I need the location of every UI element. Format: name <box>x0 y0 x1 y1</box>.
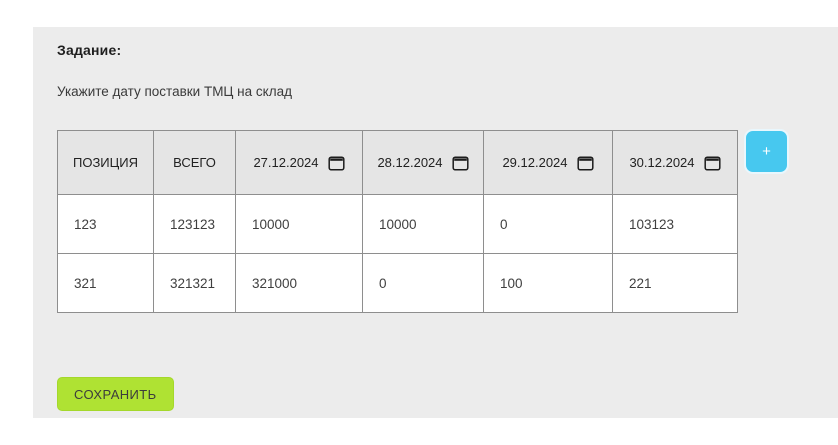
column-header-label: ПОЗИЦИЯ <box>73 155 138 170</box>
table-row: 321 321321 321000 0 100 221 <box>57 253 738 313</box>
column-header-date-1: 27.12.2024 <box>235 130 363 195</box>
column-header-date-4: 30.12.2024 <box>612 130 738 195</box>
task-title: Задание: <box>57 42 122 58</box>
table-row: 123 123123 10000 10000 0 103123 <box>57 194 738 254</box>
calendar-icon[interactable] <box>451 155 469 171</box>
column-header-position: ПОЗИЦИЯ <box>57 130 154 195</box>
task-panel: Задание: Укажите дату поставки ТМЦ на ск… <box>33 27 838 418</box>
date-label: 29.12.2024 <box>502 155 568 170</box>
cell-qty[interactable]: 321000 <box>235 253 363 313</box>
supply-table: ПОЗИЦИЯ ВСЕГО 27.12.2024 <box>57 130 738 313</box>
column-header-date-3: 29.12.2024 <box>483 130 613 195</box>
cell-qty[interactable]: 100 <box>483 253 613 313</box>
cell-qty[interactable]: 0 <box>362 253 484 313</box>
column-header-label: ВСЕГО <box>173 155 216 170</box>
supply-table-zone: ПОЗИЦИЯ ВСЕГО 27.12.2024 <box>57 129 838 313</box>
date-label: 30.12.2024 <box>629 155 695 170</box>
cell-qty[interactable]: 221 <box>612 253 738 313</box>
column-header-total: ВСЕГО <box>153 130 236 195</box>
date-label: 27.12.2024 <box>253 155 319 170</box>
cell-qty[interactable]: 10000 <box>235 194 363 254</box>
column-header-date-2: 28.12.2024 <box>362 130 484 195</box>
calendar-icon[interactable] <box>576 155 594 171</box>
calendar-icon[interactable] <box>703 155 721 171</box>
cell-position[interactable]: 123 <box>57 194 154 254</box>
cell-total[interactable]: 321321 <box>153 253 236 313</box>
calendar-icon[interactable] <box>327 155 345 171</box>
date-label: 28.12.2024 <box>377 155 443 170</box>
cell-total[interactable]: 123123 <box>153 194 236 254</box>
cell-position[interactable]: 321 <box>57 253 154 313</box>
cell-qty[interactable]: 10000 <box>362 194 484 254</box>
cell-qty[interactable]: 0 <box>483 194 613 254</box>
add-column-button[interactable]: + <box>744 129 789 174</box>
save-button[interactable]: СОХРАНИТЬ <box>57 377 174 411</box>
task-subtitle: Укажите дату поставки ТМЦ на склад <box>57 84 292 99</box>
table-header-row: ПОЗИЦИЯ ВСЕГО 27.12.2024 <box>57 130 738 195</box>
cell-qty[interactable]: 103123 <box>612 194 738 254</box>
